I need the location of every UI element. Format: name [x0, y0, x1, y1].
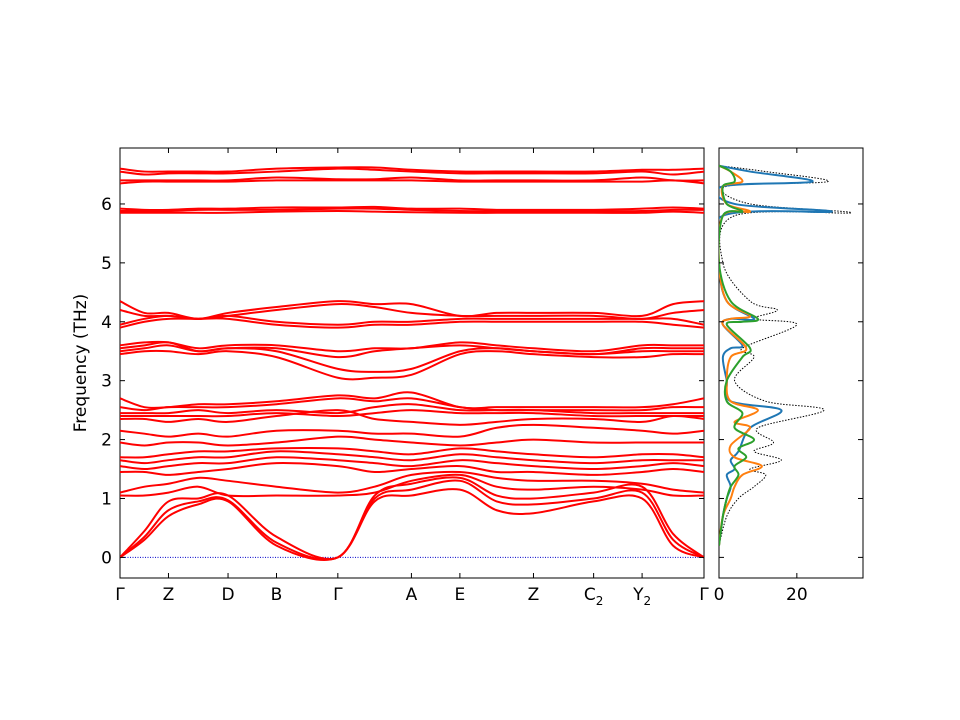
phonon-band	[120, 210, 704, 214]
phonon-band	[120, 205, 704, 211]
x-tick-label: Γ	[699, 585, 709, 605]
phonon-band	[120, 423, 704, 438]
phonon-band	[120, 409, 704, 418]
phonon-band	[120, 391, 704, 410]
y-tick-label: 4	[101, 313, 112, 333]
phonon-band	[120, 447, 704, 459]
y-axis-label: Frequency (THz)	[71, 294, 91, 433]
phonon-band	[120, 349, 704, 381]
phonon-band	[120, 344, 704, 373]
phonon-band	[120, 473, 704, 498]
band-plot-frame	[119, 147, 705, 579]
dos-curve	[719, 164, 760, 546]
phonon-band	[120, 176, 704, 182]
dos-x-tick-label: 0	[714, 585, 725, 605]
x-tick-label: A	[406, 585, 418, 605]
y-tick-label: 6	[101, 195, 112, 215]
phonon-band	[120, 488, 704, 561]
phonon-band	[120, 435, 704, 447]
band-structure-panel: 0 1 2 3 4 5 6 Γ Z D B Γ A E Z C2 Y2 Γ Frequency (THz)	[71, 147, 709, 608]
x-tick-label: D	[221, 585, 234, 605]
phonon-band	[120, 470, 704, 494]
phonon-band	[120, 397, 704, 412]
phonon-band	[120, 179, 704, 185]
phonon-band	[120, 462, 704, 476]
phonon-band	[120, 207, 704, 213]
y-tick-label: 2	[101, 431, 112, 451]
y-tick-label: 3	[101, 372, 112, 392]
phonon-band	[120, 303, 704, 320]
y-tick-label: 5	[101, 254, 112, 274]
phonon-band	[120, 409, 704, 426]
phonon-band	[120, 450, 704, 465]
y-tick-label: 1	[101, 489, 112, 509]
phonon-band	[120, 479, 704, 561]
dos-plot-frame	[718, 147, 864, 579]
y-tick-label: 0	[101, 548, 112, 568]
x-tick-label: Γ	[333, 585, 343, 605]
dos-curve	[719, 164, 833, 546]
phonon-band	[120, 300, 704, 320]
phonon-band	[120, 167, 704, 176]
dos-panel: 0 20	[714, 147, 864, 605]
phonon-band	[120, 340, 704, 353]
phonon-band	[120, 166, 704, 173]
x-tick-label: E	[455, 585, 466, 605]
x-tick-label: Z	[163, 585, 175, 605]
x-tick-label: B	[271, 585, 283, 605]
dos-x-tick-label: 20	[786, 585, 808, 605]
x-tick-label: C2	[584, 585, 604, 608]
phonon-band	[120, 341, 704, 359]
x-tick-label: Z	[528, 585, 540, 605]
phonon-band	[120, 317, 704, 329]
dos-curve	[719, 165, 852, 546]
phonon-band	[120, 456, 704, 471]
x-tick-label: Γ	[115, 585, 125, 605]
x-tick-label: Y2	[632, 585, 651, 608]
phonon-band	[120, 403, 704, 415]
